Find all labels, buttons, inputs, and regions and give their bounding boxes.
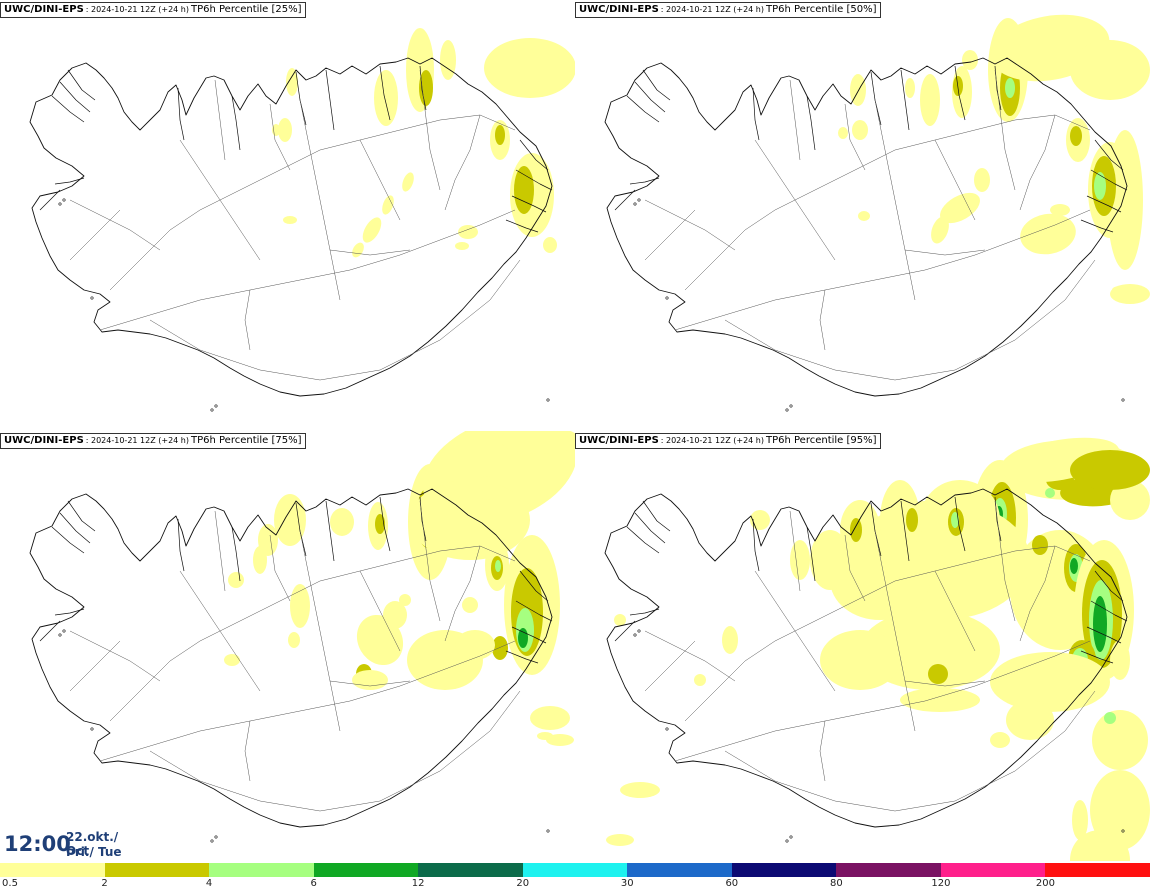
legend-label: 120 bbox=[931, 878, 951, 889]
panel-header: UWC/DINI-EPS: 2024-10-21 12Z (+24 h) TP6h… bbox=[0, 2, 306, 18]
legend-swatch bbox=[313, 863, 419, 877]
legend-swatch bbox=[940, 863, 1046, 877]
legend-swatch bbox=[418, 863, 523, 877]
legend-swatch bbox=[209, 863, 314, 877]
legend-label: 0.5 bbox=[2, 878, 18, 889]
legend-label: 4 bbox=[205, 878, 213, 889]
map-panel-p50: UWC/DINI-EPS: 2024-10-21 12Z (+24 h) TP6h… bbox=[575, 0, 1150, 430]
legend-label: 80 bbox=[829, 878, 843, 889]
legend-label: 6 bbox=[310, 878, 317, 889]
precip-field bbox=[838, 14, 1150, 304]
valid-date: 22.okt./ Oct bbox=[66, 830, 119, 858]
iceland-precip-map bbox=[604, 437, 1150, 861]
legend-swatch bbox=[522, 863, 628, 877]
legend-swatch bbox=[836, 863, 941, 877]
legend-label: 2 bbox=[101, 878, 108, 889]
legend-label: 60 bbox=[725, 878, 739, 889]
panel-header: UWC/DINI-EPS: 2024-10-21 12Z (+24 h) TP6h… bbox=[575, 433, 881, 449]
iceland-precip-map bbox=[29, 28, 575, 412]
iceland-precip-map bbox=[29, 431, 575, 843]
iceland-precip-map bbox=[604, 14, 1150, 412]
map-panel-p95: UWC/DINI-EPS: 2024-10-21 12Z (+24 h) TP6h… bbox=[575, 431, 1150, 861]
precipitation-legend: 0.5 2 4 6 12 20 30 60 80 120 200 bbox=[0, 863, 1150, 891]
legend-label: 30 bbox=[620, 878, 634, 889]
panel-header: UWC/DINI-EPS: 2024-10-21 12Z (+24 h) TP6h… bbox=[575, 2, 881, 18]
precip-field bbox=[606, 437, 1150, 861]
legend-label: 200 bbox=[1035, 878, 1055, 889]
legend-swatch bbox=[0, 863, 105, 877]
legend-swatch bbox=[1045, 863, 1150, 877]
legend-swatch bbox=[627, 863, 732, 877]
coastline bbox=[29, 57, 553, 412]
precip-field bbox=[224, 431, 575, 746]
valid-weekday: Þri./ Tue bbox=[66, 845, 122, 859]
coastline bbox=[604, 57, 1128, 412]
legend-swatch bbox=[731, 863, 837, 877]
map-panel-p25: UWC/DINI-EPS: 2024-10-21 12Z (+24 h) TP6h… bbox=[0, 0, 575, 430]
legend-swatch bbox=[104, 863, 210, 877]
legend-label: 20 bbox=[516, 878, 530, 889]
valid-time: 12:00 bbox=[4, 832, 71, 856]
precip-field bbox=[272, 28, 575, 258]
coastline bbox=[604, 488, 1128, 843]
legend-label: 12 bbox=[411, 878, 425, 889]
panel-header: UWC/DINI-EPS: 2024-10-21 12Z (+24 h) TP6h… bbox=[0, 433, 306, 449]
coastline bbox=[29, 488, 553, 843]
map-panel-p75: UWC/DINI-EPS: 2024-10-21 12Z (+24 h) TP6h… bbox=[0, 431, 575, 861]
valid-time-box: 12:00 22.okt./ Oct Þri./ Tue bbox=[0, 828, 138, 862]
